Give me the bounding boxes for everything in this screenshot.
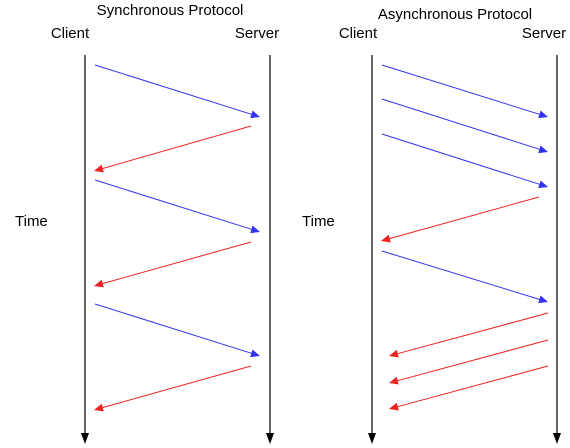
synchronous-panel: Synchronous Protocol Client Server Time	[15, 2, 279, 444]
async-response-arrow-4-line	[386, 196, 540, 240]
sync-title: Synchronous Protocol	[97, 2, 244, 19]
async-client-label: Client	[339, 25, 378, 42]
async-request-arrow-1-line	[381, 64, 543, 116]
async-request-arrow-1	[381, 64, 548, 119]
async-response-arrow-7-arrowhead	[389, 376, 399, 385]
async-request-arrow-3-line	[381, 133, 543, 186]
async-response-arrow-6	[389, 312, 549, 358]
async-request-arrow-1-arrowhead	[538, 110, 548, 119]
async-client-timeline-arrowhead	[368, 433, 376, 444]
async-client-timeline	[368, 55, 376, 444]
sync-response-arrow-2-line	[99, 125, 252, 170]
sync-request-arrow-5-arrowhead	[250, 349, 260, 358]
sync-client-timeline-arrowhead	[81, 433, 89, 444]
sync-request-arrow-5	[94, 303, 260, 358]
async-server-label: Server	[522, 25, 566, 42]
async-request-arrow-5	[381, 250, 548, 304]
sync-request-arrow-1-arrowhead	[250, 110, 260, 119]
asynchronous-panel: Asynchronous Protocol Client Server Time	[302, 6, 566, 444]
async-title: Asynchronous Protocol	[378, 6, 532, 23]
sync-response-arrow-4-arrowhead	[94, 279, 104, 288]
sync-server-timeline	[266, 55, 274, 444]
sync-time-label: Time	[15, 213, 48, 230]
async-response-arrow-8	[389, 365, 549, 411]
sync-request-arrow-3-line	[94, 179, 255, 231]
sync-request-arrow-5-line	[94, 303, 255, 355]
async-request-arrow-3-arrowhead	[538, 180, 548, 189]
sync-response-arrow-4	[94, 241, 252, 288]
async-time-label: Time	[302, 213, 335, 230]
async-response-arrow-8-line	[394, 365, 549, 408]
async-request-arrow-5-arrowhead	[538, 295, 548, 304]
sync-request-arrow-3	[94, 179, 260, 234]
async-response-arrow-4	[381, 196, 540, 243]
async-response-arrow-4-arrowhead	[381, 234, 391, 243]
async-response-arrow-6-line	[394, 312, 549, 355]
sync-request-arrow-1-line	[94, 64, 255, 116]
sync-response-arrow-4-line	[99, 241, 252, 285]
sync-request-arrow-3-arrowhead	[250, 225, 260, 234]
sync-server-timeline-arrowhead	[266, 433, 274, 444]
async-server-timeline-arrowhead	[553, 433, 561, 444]
sync-client-label: Client	[51, 25, 90, 42]
sync-server-label: Server	[235, 25, 279, 42]
async-server-timeline	[553, 55, 561, 444]
async-response-arrow-6-arrowhead	[389, 349, 399, 358]
async-response-arrow-8-arrowhead	[389, 402, 399, 411]
sync-request-arrow-1	[94, 64, 260, 119]
sync-response-arrow-2-arrowhead	[94, 164, 104, 173]
async-response-arrow-7	[389, 339, 549, 385]
sync-response-arrow-2	[94, 125, 252, 173]
sync-response-arrow-6-arrowhead	[94, 403, 104, 412]
async-request-arrow-2-line	[381, 98, 543, 151]
sync-response-arrow-6-line	[99, 365, 252, 409]
async-request-arrow-2-arrowhead	[538, 145, 548, 154]
async-request-arrow-2	[381, 98, 548, 154]
async-response-arrow-7-line	[394, 339, 549, 382]
sync-client-timeline	[81, 55, 89, 444]
async-request-arrow-5-line	[381, 250, 543, 301]
sync-response-arrow-6	[94, 365, 252, 412]
async-request-arrow-3	[381, 133, 548, 189]
